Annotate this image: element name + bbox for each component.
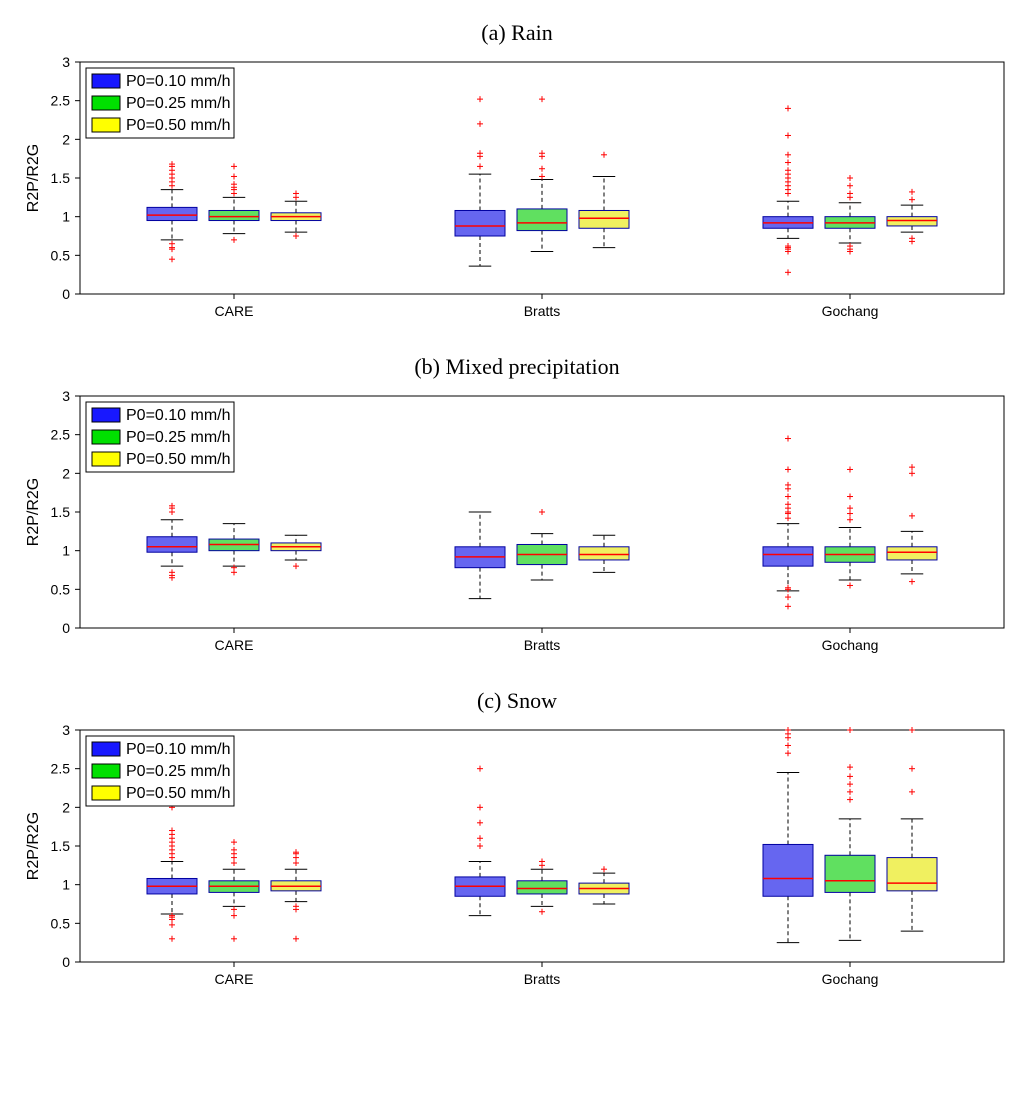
boxplot-box bbox=[887, 547, 937, 560]
svg-text:3: 3 bbox=[62, 54, 70, 70]
boxplot-box bbox=[455, 210, 505, 236]
legend-label: P0=0.50 mm/h bbox=[126, 785, 231, 802]
svg-text:2.5: 2.5 bbox=[51, 427, 71, 443]
svg-text:2: 2 bbox=[62, 799, 70, 815]
svg-text:3: 3 bbox=[62, 388, 70, 404]
boxplot-box bbox=[517, 881, 567, 894]
legend-swatch bbox=[92, 74, 120, 88]
legend-label: P0=0.25 mm/h bbox=[126, 429, 231, 446]
legend-swatch bbox=[92, 118, 120, 132]
panel-title: (c) Snow bbox=[20, 688, 1014, 714]
category-label: Gochang bbox=[822, 971, 879, 987]
chart-a: 0 0.5 1 1.5 2 2.5 3 R2P/R2G CARE Bratts Gochang P0=… bbox=[20, 54, 1014, 334]
svg-text:0.5: 0.5 bbox=[51, 581, 71, 597]
panel-b: (b) Mixed precipitation 0 0.5 1 1.5 2 2.5 3 R2P/… bbox=[20, 354, 1014, 668]
legend-swatch bbox=[92, 96, 120, 110]
panel-title: (b) Mixed precipitation bbox=[20, 354, 1014, 380]
legend-label: P0=0.10 mm/h bbox=[126, 741, 231, 758]
svg-text:1.5: 1.5 bbox=[51, 838, 71, 854]
boxplot-box bbox=[763, 844, 813, 896]
category-label: Gochang bbox=[822, 637, 879, 653]
boxplot-box bbox=[763, 547, 813, 566]
svg-text:R2P/R2G: R2P/R2G bbox=[25, 478, 42, 546]
svg-text:3: 3 bbox=[62, 722, 70, 738]
legend-label: P0=0.10 mm/h bbox=[126, 407, 231, 424]
svg-text:1.5: 1.5 bbox=[51, 504, 71, 520]
svg-text:0: 0 bbox=[62, 954, 70, 970]
svg-text:1: 1 bbox=[62, 543, 70, 559]
svg-text:2.5: 2.5 bbox=[51, 761, 71, 777]
svg-text:1: 1 bbox=[62, 877, 70, 893]
legend-label: P0=0.25 mm/h bbox=[126, 95, 231, 112]
chart-b: 0 0.5 1 1.5 2 2.5 3 R2P/R2G CARE Bratts Gochang P0=… bbox=[20, 388, 1014, 668]
legend-swatch bbox=[92, 742, 120, 756]
boxplot-box bbox=[147, 207, 197, 220]
legend-label: P0=0.50 mm/h bbox=[126, 117, 231, 134]
panel-a: (a) Rain 0 0.5 1 1.5 2 2.5 3 R2P/R2G CARE Bratts Go… bbox=[20, 20, 1014, 334]
legend-swatch bbox=[92, 408, 120, 422]
boxplot-box bbox=[887, 217, 937, 226]
figure-root: (a) Rain 0 0.5 1 1.5 2 2.5 3 R2P/R2G CARE Bratts Go… bbox=[20, 20, 1014, 1002]
category-label: CARE bbox=[215, 303, 254, 319]
svg-text:R2P/R2G: R2P/R2G bbox=[25, 144, 42, 212]
svg-text:R2P/R2G: R2P/R2G bbox=[25, 812, 42, 880]
svg-text:1: 1 bbox=[62, 209, 70, 225]
svg-text:0: 0 bbox=[62, 286, 70, 302]
boxplot-box bbox=[825, 855, 875, 892]
panel-title: (a) Rain bbox=[20, 20, 1014, 46]
legend-label: P0=0.25 mm/h bbox=[126, 763, 231, 780]
legend-label: P0=0.10 mm/h bbox=[126, 73, 231, 90]
boxplot-box bbox=[579, 547, 629, 560]
category-label: CARE bbox=[215, 971, 254, 987]
legend-label: P0=0.50 mm/h bbox=[126, 451, 231, 468]
svg-text:0.5: 0.5 bbox=[51, 915, 71, 931]
category-label: Bratts bbox=[524, 303, 561, 319]
svg-text:0.5: 0.5 bbox=[51, 247, 71, 263]
legend-swatch bbox=[92, 764, 120, 778]
legend-swatch bbox=[92, 786, 120, 800]
category-label: Gochang bbox=[822, 303, 879, 319]
category-label: Bratts bbox=[524, 971, 561, 987]
boxplot-box bbox=[147, 537, 197, 552]
chart-c: 0 0.5 1 1.5 2 2.5 3 R2P/R2G CARE Bratts Gochang P0=… bbox=[20, 722, 1014, 1002]
boxplot-box bbox=[517, 209, 567, 231]
boxplot-box bbox=[579, 210, 629, 228]
boxplot-box bbox=[209, 210, 259, 220]
svg-text:1.5: 1.5 bbox=[51, 170, 71, 186]
svg-text:0: 0 bbox=[62, 620, 70, 636]
svg-text:2.5: 2.5 bbox=[51, 93, 71, 109]
category-label: CARE bbox=[215, 637, 254, 653]
panel-c: (c) Snow 0 0.5 1 1.5 2 2.5 3 R2P/R2G CARE Bratts Go… bbox=[20, 688, 1014, 1002]
legend-swatch bbox=[92, 430, 120, 444]
boxplot-box bbox=[887, 858, 937, 891]
category-label: Bratts bbox=[524, 637, 561, 653]
svg-text:2: 2 bbox=[62, 465, 70, 481]
legend-swatch bbox=[92, 452, 120, 466]
svg-text:2: 2 bbox=[62, 131, 70, 147]
